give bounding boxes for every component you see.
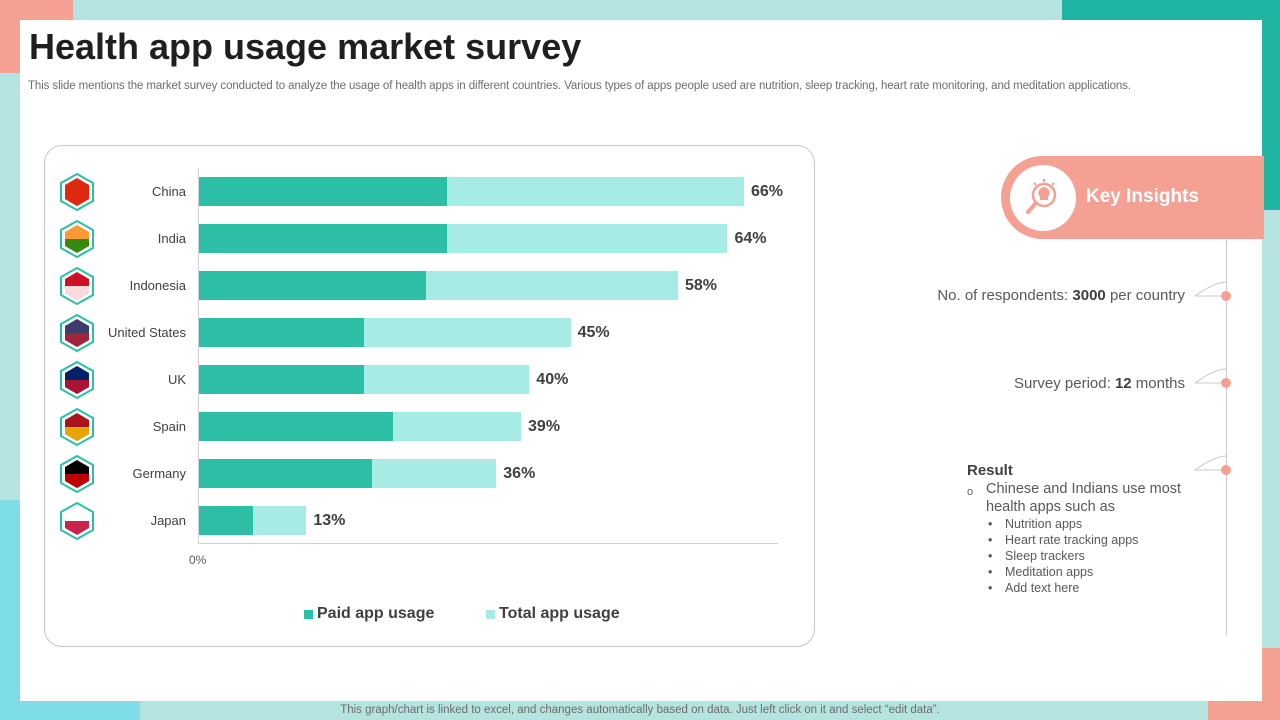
result-lead: Chinese and Indians use most health apps… [986, 481, 1182, 515]
legend-paid-swatch [304, 609, 313, 619]
flag-icon-uk [59, 360, 95, 400]
data-label: 66% [751, 183, 784, 200]
bar-paid-germany[interactable] [199, 459, 373, 488]
bar-paid-spain[interactable] [199, 412, 394, 441]
legend-total-label: Total app usage [499, 605, 620, 622]
data-label: 64% [734, 230, 767, 247]
category-label: Indonesia [129, 278, 186, 293]
result-item: Meditation apps [988, 564, 1138, 580]
respondents-label: No. of respondents: [937, 287, 1069, 304]
result-title: Result [967, 462, 1013, 479]
insights-icon-circle [1010, 165, 1076, 231]
chart-x-axis-line [198, 543, 778, 544]
x-tick-label: 0% [189, 553, 207, 567]
timeline-connectors [1194, 281, 1227, 471]
result-bullet-icon: o [967, 486, 974, 498]
flag-icon-germany [59, 454, 95, 494]
data-label: 45% [577, 324, 610, 341]
result-item: Heart rate tracking apps [988, 532, 1138, 548]
bar-paid-china[interactable] [199, 177, 447, 206]
category-label: Germany [132, 466, 186, 481]
flag-icon-japan [59, 501, 95, 541]
bar-paid-uk[interactable] [199, 365, 365, 394]
legend-total: Total app usage [486, 605, 620, 623]
bar-paid-japan[interactable] [199, 506, 253, 535]
period-suffix: months [1135, 375, 1185, 392]
respondents-stat: No. of respondents: 3000 per country [937, 287, 1185, 304]
chart-container[interactable] [44, 145, 815, 647]
page-title: Health app usage market survey [29, 26, 582, 67]
legend-paid-label: Paid app usage [317, 605, 435, 622]
flag-icon-india [59, 219, 95, 259]
timeline-dot [1221, 291, 1231, 301]
category-label: Japan [150, 513, 186, 528]
category-label: India [157, 231, 186, 246]
key-insights-title: Key Insights [1086, 186, 1199, 207]
category-label: UK [167, 372, 186, 387]
page-subtitle: This slide mentions the market survey co… [28, 80, 1131, 92]
data-label: 39% [528, 418, 561, 435]
respondents-suffix: per country [1109, 287, 1185, 304]
timeline-dot [1221, 465, 1231, 475]
data-label: 40% [536, 371, 569, 388]
category-label: United States [107, 325, 186, 340]
result-item: Sleep trackers [988, 548, 1138, 564]
period-label: Survey period: [1014, 375, 1111, 392]
respondents-value: 3000 [1072, 287, 1106, 304]
flag-icon-china [59, 172, 95, 212]
data-label: 36% [503, 465, 536, 482]
bar-paid-indonesia[interactable] [199, 271, 427, 300]
result-list: Nutrition apps Heart rate tracking apps … [988, 516, 1138, 596]
survey-period-stat: Survey period: 12 months [1014, 375, 1185, 392]
footer-note: This graph/chart is linked to excel, and… [340, 704, 940, 716]
legend-paid: Paid app usage [304, 605, 434, 623]
flag-icon-united-states [59, 313, 95, 353]
bar-paid-india[interactable] [199, 224, 447, 253]
flag-icon-spain [59, 407, 95, 447]
data-label: 58% [684, 277, 717, 294]
data-label: 13% [313, 512, 346, 529]
category-label: Spain [152, 419, 186, 434]
lightbulb-search-icon [1026, 179, 1057, 214]
result-item: Nutrition apps [988, 516, 1138, 532]
flag-icon-indonesia [59, 266, 95, 306]
bar-paid-united-states[interactable] [199, 318, 365, 347]
timeline-line [1226, 240, 1227, 635]
legend-total-swatch [486, 609, 495, 619]
period-value: 12 [1114, 375, 1132, 392]
timeline-dot [1221, 378, 1231, 388]
result-item: Add text here [988, 580, 1138, 596]
category-label: China [152, 184, 186, 199]
chart-y-axis-line [198, 168, 199, 543]
